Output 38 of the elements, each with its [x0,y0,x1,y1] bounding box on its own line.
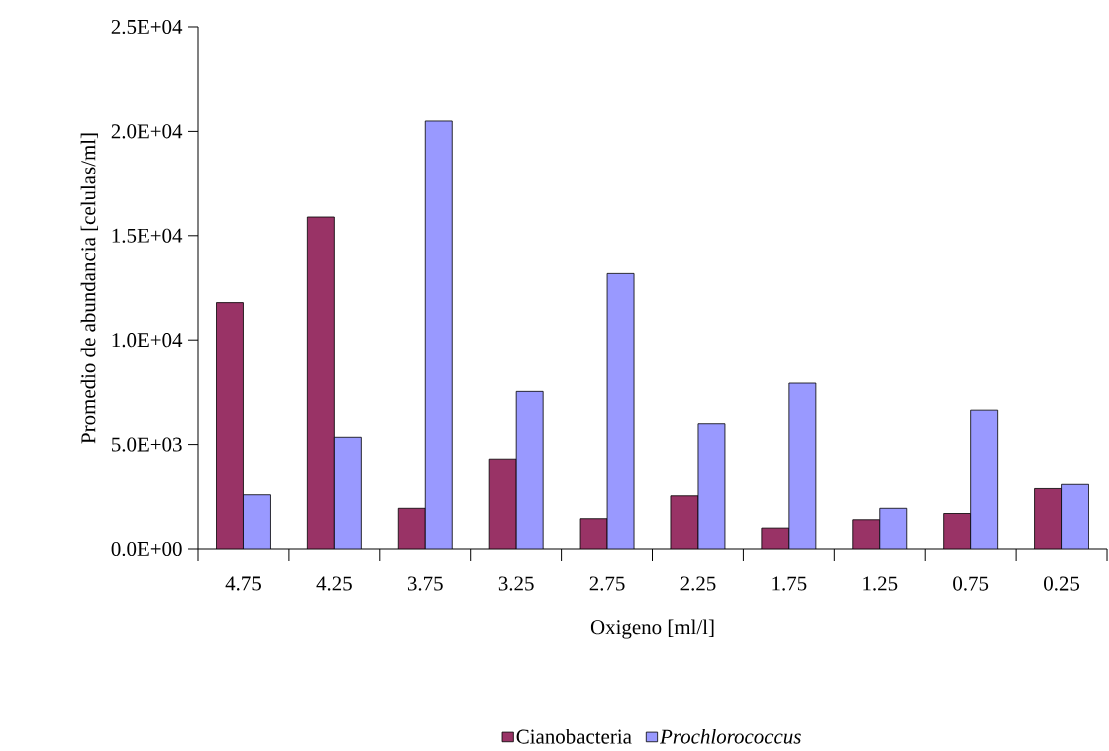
x-tick-label: 4.25 [316,576,352,591]
bar [788,383,816,549]
bar [307,217,335,549]
y-tick-label: 2.5E+04 [111,19,183,35]
bar [1061,483,1089,549]
x-tick-label: 2.75 [589,576,625,591]
x-tick-label: 3.25 [498,576,534,591]
x-tick-label: 3.75 [407,576,443,591]
bar [879,508,907,549]
bar [1034,488,1062,549]
x-tick-label: 2.25 [680,576,716,591]
bar [670,495,698,549]
x-tick-label: 0.75 [953,576,989,591]
bar [216,302,244,549]
y-axis-title: Promedio de abundancia [celulas/ml] [80,133,98,444]
y-tick-label: 5.0E+03 [112,437,182,452]
bar [334,437,362,549]
bar [943,513,971,549]
y-tick-label: 2.0E+04 [111,124,183,139]
bar [607,273,635,549]
y-tick-label: 1.5E+04 [112,228,183,243]
bar [489,459,517,549]
bar [516,391,544,549]
y-tick-label: 1.0E+04 [112,333,183,348]
bar [852,519,880,549]
bar [425,120,453,549]
x-tick-label: 4.75 [225,576,261,591]
x-tick-label: 1.25 [863,576,898,591]
bar [398,508,426,549]
bar [697,423,725,549]
legend-label: Cianobacteria [516,728,632,744]
y-tick-label: 0.0E+00 [111,541,182,557]
bar [970,410,998,549]
bar [243,494,271,549]
legend-label: Prochlorococcus [659,728,801,744]
x-tick-label: 1.75 [772,576,807,591]
x-axis-title: Oxigeno [ml/l] [590,619,714,639]
x-tick-label: 0.25 [1044,576,1080,591]
